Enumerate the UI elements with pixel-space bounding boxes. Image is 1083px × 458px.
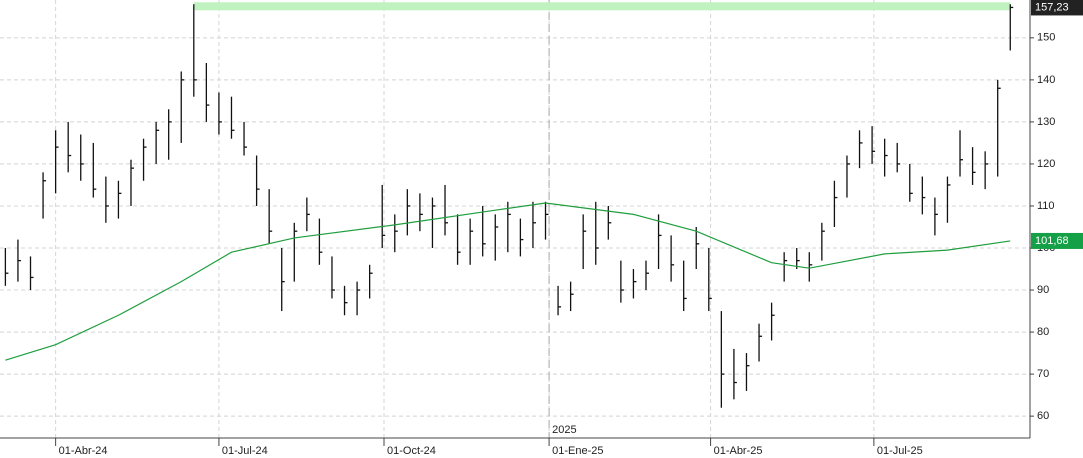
last-price-label: 157,23	[1035, 1, 1069, 13]
y-tick-label: 60	[1037, 410, 1049, 422]
last-price-box	[1031, 0, 1083, 16]
y-tick-label: 120	[1037, 158, 1055, 170]
x-tick-label: 01-Ene-25	[552, 445, 603, 457]
y-tick-label: 110	[1037, 200, 1055, 212]
y-tick-label: 130	[1037, 116, 1055, 128]
x-tick-label: 01-Jul-25	[877, 445, 923, 457]
x-tick-label: 01-Abr-24	[59, 445, 108, 457]
y-tick-label: 150	[1037, 32, 1055, 44]
y-tick-label: 70	[1037, 368, 1049, 380]
x-tick-label: 01-Oct-24	[387, 445, 436, 457]
y-tick-label: 90	[1037, 284, 1049, 296]
x-tick-label: 01-Abr-25	[714, 445, 763, 457]
x-tick-label: 01-Jul-24	[222, 445, 268, 457]
y-tick-label: 80	[1037, 326, 1049, 338]
ma-value-box	[1031, 232, 1083, 249]
year-label: 2025	[552, 424, 576, 436]
resistance-band	[193, 2, 1011, 11]
moving-average	[5, 202, 1011, 361]
y-tick-label: 140	[1037, 74, 1055, 86]
ma-value-label: 101,68	[1035, 235, 1069, 247]
